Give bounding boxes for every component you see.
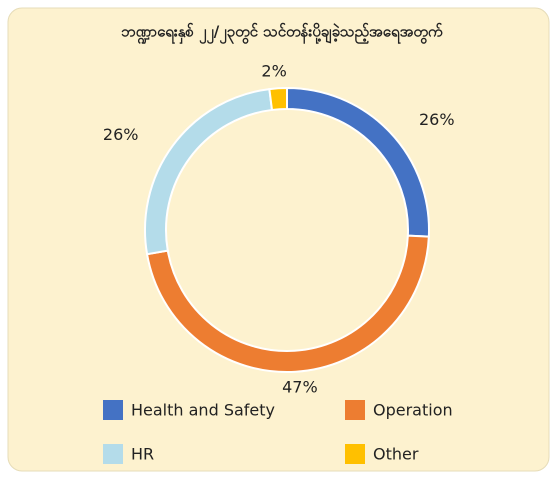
chart-background [7, 7, 550, 472]
legend-swatch [103, 400, 123, 420]
donut-slice [268, 86, 288, 112]
legend-label: Health and Safety [131, 401, 275, 420]
legend-swatch [345, 444, 365, 464]
legend-label: Operation [373, 401, 453, 420]
legend-swatch [103, 444, 123, 464]
chart-title: ဘဏ္ဍာရေးနှစ် ၂၂/၂၃တွင် သင်တန်းပို့ချခဲ့သ… [121, 22, 443, 45]
legend-label: HR [131, 445, 154, 464]
data-label: 26% [419, 110, 455, 129]
data-label: 2% [261, 61, 286, 80]
data-label: 47% [282, 378, 318, 397]
legend-swatch [345, 400, 365, 420]
data-label: 26% [103, 125, 139, 144]
legend-label: Other [373, 445, 419, 464]
